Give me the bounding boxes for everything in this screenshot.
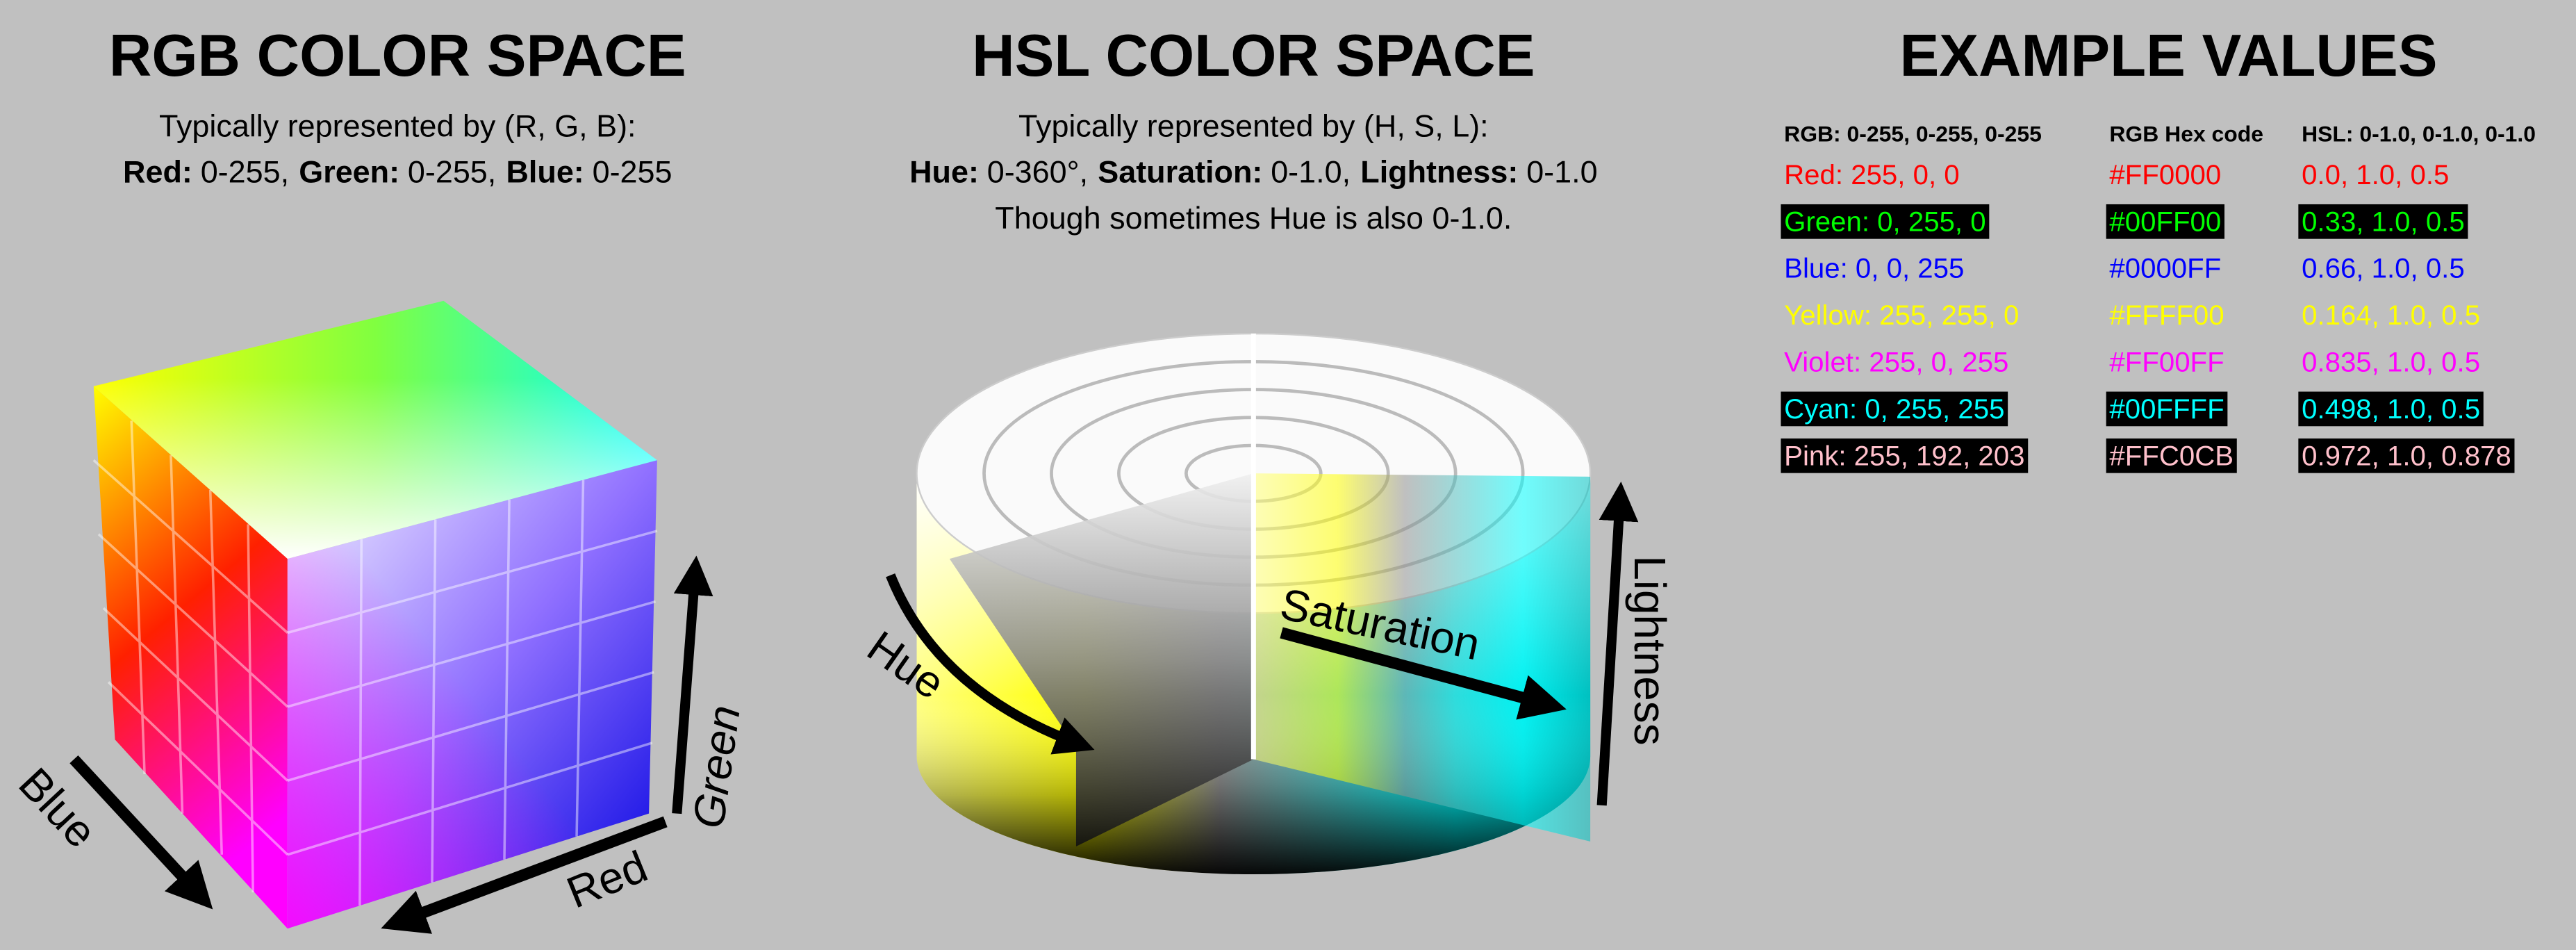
table-cell: 0.498, 1.0, 0.5 xyxy=(2302,393,2480,425)
saturation-arrow xyxy=(1280,627,1567,720)
table-cell: #FF00FF xyxy=(2109,347,2224,378)
table-cell: Pink: 255, 192, 203 xyxy=(1784,440,2024,471)
range-term: Hue: xyxy=(909,154,979,190)
axis-label: Green xyxy=(683,703,750,832)
range-value: 0-255, xyxy=(408,154,496,190)
cell-highlight xyxy=(2298,204,2468,239)
blue-arrow xyxy=(69,755,213,910)
range-value: 0-360°, xyxy=(987,154,1088,190)
cylinder-wedge xyxy=(949,473,1254,846)
cube-grid xyxy=(92,420,658,906)
hue-arrow xyxy=(886,573,1095,755)
table-cell: 0.972, 1.0, 0.878 xyxy=(2302,440,2511,471)
range-value: 0-255 xyxy=(593,154,672,190)
subtitle: Typically represented by (H, S, L): xyxy=(1018,108,1489,143)
range-term: Blue: xyxy=(506,154,584,190)
range-value: 0-1.0, xyxy=(1271,154,1351,190)
red-arrow xyxy=(381,816,668,934)
table-cell: 0.33, 1.0, 0.5 xyxy=(2302,206,2465,237)
table-cell: 0.0, 1.0, 0.5 xyxy=(2302,159,2449,190)
section-title: RGB COLOR SPACE xyxy=(109,23,686,89)
table-cell: #00FF00 xyxy=(2109,206,2221,237)
table-cell: Red: 255, 0, 0 xyxy=(1784,159,1959,190)
table-header: RGB: 0-255, 0-255, 0-255 xyxy=(1784,121,2042,146)
cube-front-shade xyxy=(287,460,657,929)
cell-highlight xyxy=(1781,438,2029,473)
range-value: 0-255, xyxy=(201,154,289,190)
cell-highlight xyxy=(2106,204,2224,239)
cell-highlight xyxy=(1781,204,1990,239)
subtitle-ranges: Red: 0-255, Green: 0-255, Blue: 0-255 xyxy=(123,154,672,190)
table-header: HSL: 0-1.0, 0-1.0, 0-1.0 xyxy=(2302,121,2536,146)
section-title: EXAMPLE VALUES xyxy=(1899,23,2437,89)
table-cell: #00FFFF xyxy=(2109,393,2224,425)
table-cell: Violet: 255, 0, 255 xyxy=(1784,347,2008,378)
lightness-arrow xyxy=(1596,482,1639,806)
range-term: Green: xyxy=(299,154,399,190)
range-term: Lightness: xyxy=(1360,154,1518,190)
subtitle-ranges: Hue: 0-360°, Saturation: 0-1.0, Lightness: 0-… xyxy=(909,154,1598,190)
green-arrow xyxy=(672,555,713,814)
table-cell: Yellow: 255, 255, 0 xyxy=(1784,300,2019,331)
range-value: 0-1.0 xyxy=(1526,154,1597,190)
range-term: Red: xyxy=(123,154,192,190)
subtitle: Typically represented by (R, G, B): xyxy=(159,108,636,143)
table-cell: Cyan: 0, 255, 255 xyxy=(1784,393,2004,425)
table-cell: 0.66, 1.0, 0.5 xyxy=(2302,253,2465,284)
table-cell: Green: 0, 255, 0 xyxy=(1784,206,1985,237)
table-cell: 0.164, 1.0, 0.5 xyxy=(2302,300,2480,331)
range-term: Saturation: xyxy=(1098,154,1262,190)
table-cell: 0.835, 1.0, 0.5 xyxy=(2302,347,2480,378)
table-cell: #FFC0CB xyxy=(2109,440,2234,471)
cell-highlight xyxy=(2298,438,2515,473)
cell-highlight xyxy=(1781,391,2008,427)
cube-left xyxy=(93,386,288,929)
table-cell: #FFFF00 xyxy=(2109,300,2224,331)
cell-highlight xyxy=(2106,391,2228,427)
cell-highlight xyxy=(2106,438,2237,473)
table-cell: #0000FF xyxy=(2109,253,2221,284)
example-table: RGB: 0-255, 0-255, 0-255 RGB Hex code HSL:… xyxy=(1781,121,2536,473)
cube-top-shade xyxy=(93,300,657,559)
axis-label: Lightness xyxy=(1625,555,1675,745)
cylinder-wedge-side xyxy=(1253,473,1591,842)
table-header: RGB Hex code xyxy=(2109,121,2263,146)
subtitle-note: Though sometimes Hue is also 0-1.0. xyxy=(995,200,1512,236)
section-title: HSL COLOR SPACE xyxy=(972,23,1535,89)
table-cell: Blue: 0, 0, 255 xyxy=(1784,253,1964,284)
cell-highlight xyxy=(2298,391,2484,427)
table-cell: #FF0000 xyxy=(2109,159,2221,190)
